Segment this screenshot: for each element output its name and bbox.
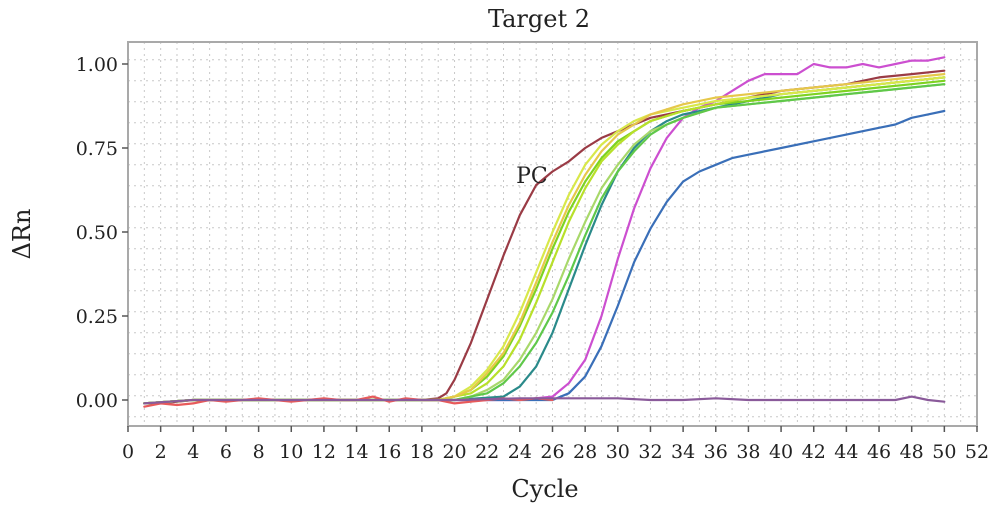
x-axis-ticks: 0 2 4 6 8 10 12 14 16 18 20 22 24 26 28 30 32 34 36 38 40 42 4…: [122, 426, 989, 463]
series-layer: [143, 56, 946, 408]
x-tick-label: 26: [540, 441, 564, 463]
y-tick-label: 0.75: [76, 138, 118, 160]
x-tick-label: 48: [900, 441, 924, 463]
x-tick-label: 6: [220, 441, 232, 463]
x-tick-label: 2: [155, 441, 167, 463]
x-tick-label: 18: [410, 441, 434, 463]
series-line-12: [143, 395, 946, 405]
series-line-6: [143, 76, 946, 405]
series-line-3: [143, 109, 946, 405]
x-axis-label: Cycle: [511, 475, 578, 503]
annotation-label: PC: [516, 164, 548, 189]
x-tick-label: 28: [573, 441, 597, 463]
series-line-9: [143, 83, 946, 405]
x-tick-label: 22: [475, 441, 499, 463]
x-tick-label: 38: [736, 441, 760, 463]
x-tick-label: 50: [932, 441, 956, 463]
x-tick-label: 40: [769, 441, 793, 463]
x-tick-label: 42: [802, 441, 826, 463]
x-tick-label: 8: [253, 441, 265, 463]
x-tick-label: 52: [965, 441, 989, 463]
x-tick-label: 46: [867, 441, 891, 463]
series-line-4: [143, 76, 946, 405]
series-line-10: [143, 83, 946, 405]
x-tick-label: 14: [344, 441, 368, 463]
x-tick-label: 34: [671, 441, 695, 463]
x-tick-label: 44: [834, 441, 858, 463]
x-tick-label: 12: [312, 441, 336, 463]
y-tick-label: 0.50: [76, 222, 118, 244]
gridlines: [128, 42, 977, 426]
series-line-5: [143, 79, 946, 405]
x-tick-label: 0: [122, 441, 134, 463]
y-axis-ticks: 0.00 0.25 0.50 0.75 1.00: [76, 54, 128, 412]
y-tick-label: 1.00: [76, 54, 118, 76]
series-line-7: [143, 76, 946, 405]
y-tick-label: 0.25: [76, 306, 118, 328]
x-tick-label: 4: [187, 441, 199, 463]
chart-title: Target 2: [488, 5, 590, 33]
x-tick-label: 36: [704, 441, 728, 463]
x-tick-label: 20: [442, 441, 466, 463]
x-tick-label: 24: [508, 441, 532, 463]
x-tick-label: 32: [638, 441, 662, 463]
x-tick-label: 10: [279, 441, 303, 463]
x-tick-label: 30: [606, 441, 630, 463]
y-axis-label: ΔRn: [8, 209, 36, 260]
x-tick-label: 16: [377, 441, 401, 463]
y-tick-label: 0.00: [76, 390, 118, 412]
annotations: PC: [516, 164, 548, 189]
